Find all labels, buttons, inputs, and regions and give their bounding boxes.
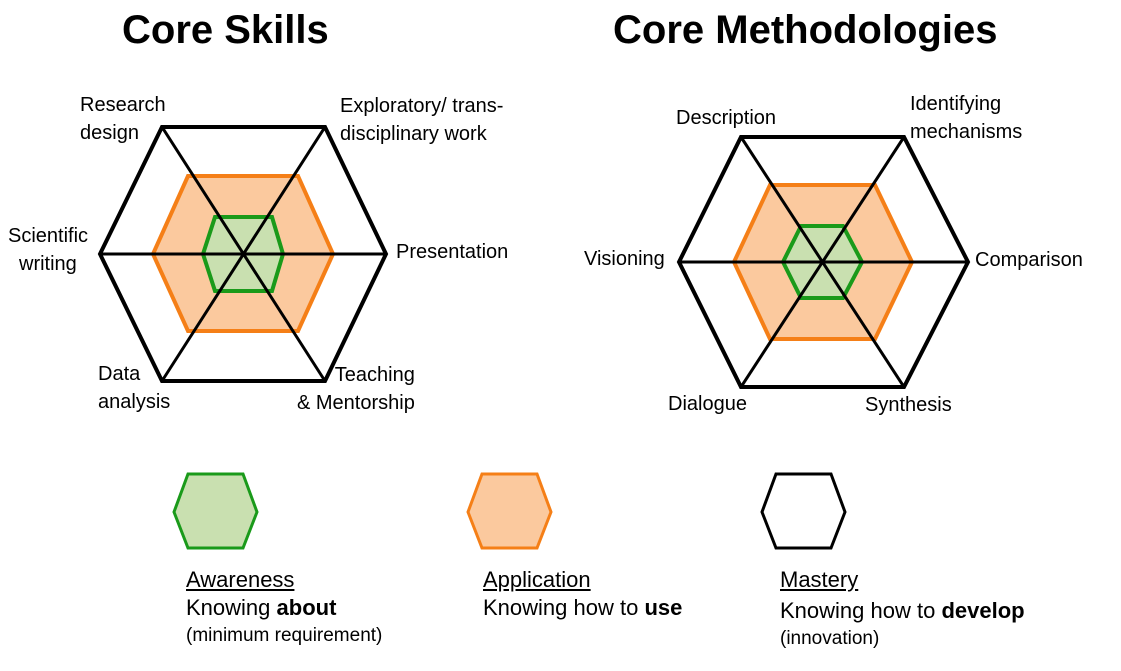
skills-hexagon-chart (97, 125, 389, 383)
methodologies-axis-line (739, 136, 906, 388)
label-presentation: Presentation (396, 241, 509, 263)
legend-awareness-hexagon (172, 472, 259, 550)
legend-application-hexagon (466, 472, 553, 550)
label-dialogue: Dialogue (668, 393, 747, 415)
legend-application: Application Knowing how to use (483, 567, 683, 620)
label-scientific-writing: Scientific writing (8, 225, 89, 275)
label-data-analysis: Data analysis (98, 363, 171, 413)
legend-awareness: Awareness Knowing about (minimum require… (186, 567, 383, 646)
label-research-design: Research design (80, 94, 166, 144)
label-teaching: Teaching & Mentorship (297, 364, 415, 414)
skills-axis-line (160, 126, 327, 382)
legend-mastery-hexagon (760, 472, 847, 550)
label-identifying-mechanisms: Identifying mechanisms (910, 93, 1023, 143)
label-synthesis: Synthesis (865, 394, 952, 416)
methodologies-title: Core Methodologies (613, 8, 998, 52)
methodologies-hexagon-chart (676, 135, 971, 389)
skills-title: Core Skills (122, 8, 329, 52)
label-exploratory: Exploratory/ trans-disciplinary work (340, 95, 504, 145)
label-description: Description (676, 107, 777, 129)
label-comparison: Comparison (975, 249, 1083, 271)
legend-mastery: Mastery Knowing how to develop (innovati… (780, 567, 1025, 649)
label-visioning: Visioning (584, 248, 665, 270)
